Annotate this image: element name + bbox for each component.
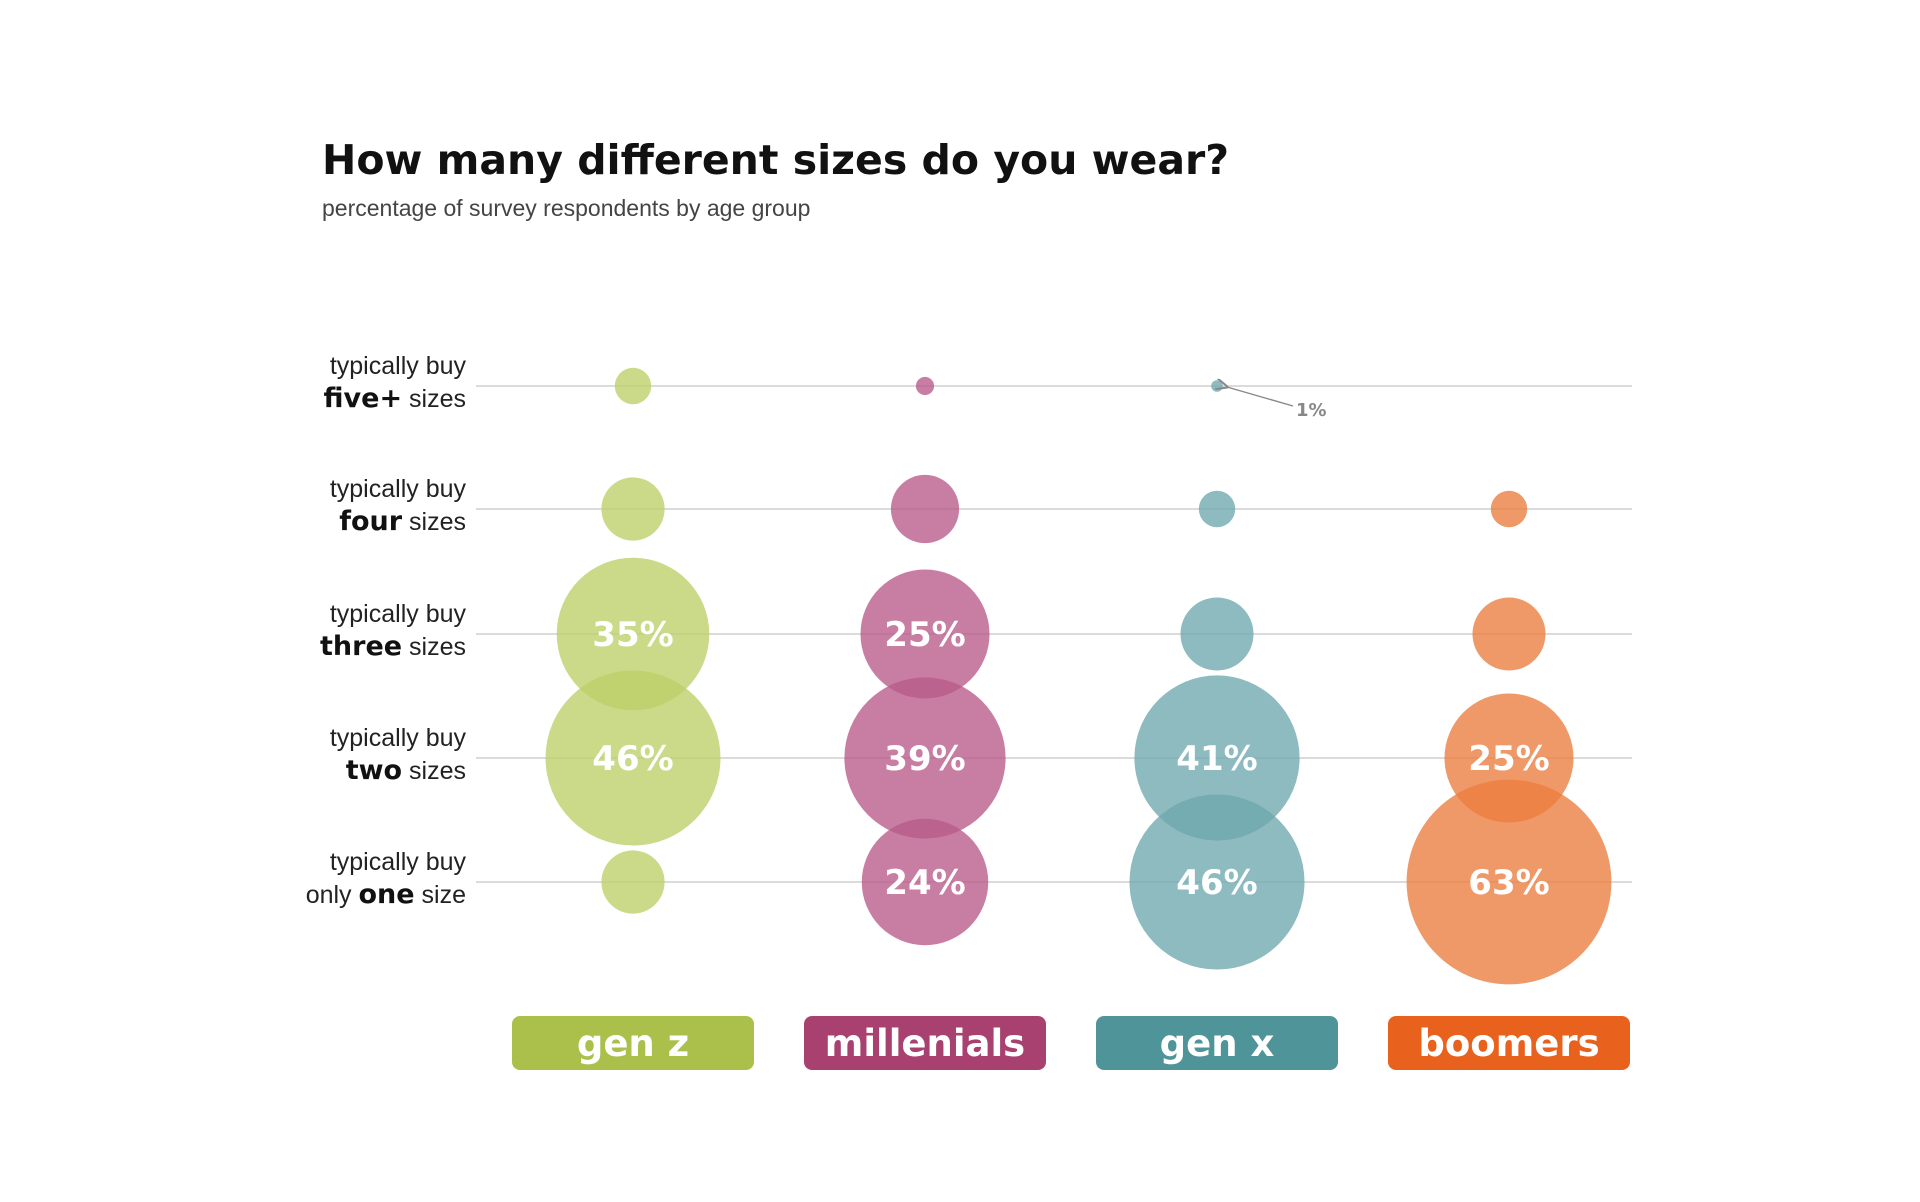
bubble-layer: [545, 367, 1612, 985]
bubble-label-boomers-two: 25%: [1468, 739, 1549, 779]
row-label-line1-four: typically buy: [330, 475, 467, 503]
group-label-boomers: boomers: [1418, 1022, 1599, 1065]
bubble-label-millenials-two: 39%: [884, 739, 965, 779]
chart-title: How many different sizes do you wear?: [322, 136, 1229, 184]
bubble-label-millenials-one: 24%: [884, 863, 965, 903]
bubble-millenials-four: [890, 474, 960, 544]
row-label-line1-one: typically buy: [330, 848, 467, 876]
bubble-gen-x-five: [1211, 380, 1223, 392]
row-label-suffix: sizes: [402, 385, 466, 413]
bubble-gen-z-four: [601, 477, 665, 541]
annotation-arrow: [1227, 387, 1294, 407]
row-label-line2-five: five+ sizes: [324, 383, 466, 414]
row-label-bold: two: [346, 755, 402, 786]
annotation-label: 1%: [1296, 400, 1327, 421]
row-label-bold: three: [320, 631, 402, 662]
bubble-gen-z-two: [545, 670, 721, 846]
bubble-gen-z-three: [556, 557, 710, 711]
bubble-gen-z-five: [614, 367, 652, 405]
row-label-bold: one: [359, 879, 415, 910]
annotation-layer: 1%: [1227, 387, 1327, 421]
group-label-layer: gen z millenials gen x boomers: [512, 1016, 1630, 1070]
row-label-suffix: size: [415, 881, 466, 909]
group-label-millenials: millenials: [825, 1022, 1025, 1065]
row-label-suffix: sizes: [402, 633, 466, 661]
row-label-line1-two: typically buy: [330, 724, 467, 752]
row-label-prefix: only: [306, 881, 359, 909]
bubble-label-gen-z-three: 35%: [592, 615, 673, 655]
bubble-millenials-one: [861, 818, 989, 946]
row-label-line1-five: typically buy: [330, 352, 467, 380]
group-band-boomers: [1388, 1016, 1630, 1070]
bubble-label-millenials-three: 25%: [884, 615, 965, 655]
bubble-gen-x-one: [1129, 794, 1305, 970]
group-band-gen-z: [512, 1016, 754, 1070]
bubble-label-gen-x-two: 41%: [1176, 739, 1257, 779]
bubble-boomers-one: [1406, 779, 1612, 985]
bubble-gen-x-four: [1198, 490, 1236, 528]
group-label-gen-z: gen z: [577, 1022, 689, 1065]
bubble-millenials-five: [915, 376, 935, 396]
row-label-suffix: sizes: [402, 508, 466, 536]
bubble-label-gen-x-one: 46%: [1176, 863, 1257, 903]
bubble-millenials-two: [844, 677, 1006, 839]
row-label-line2-two: two sizes: [346, 755, 466, 786]
row-label-line2-three: three sizes: [320, 631, 466, 662]
bubble-millenials-three: [860, 569, 990, 699]
row-label-line2-one: only one size: [306, 879, 466, 910]
bubble-gen-z-one: [601, 850, 665, 914]
row-label-line1-three: typically buy: [330, 600, 467, 628]
bubble-label-boomers-one: 63%: [1468, 863, 1549, 903]
row-label-suffix: sizes: [402, 757, 466, 785]
row-label-bold: four: [339, 506, 403, 537]
row-label-line2-four: four sizes: [339, 506, 466, 537]
group-label-gen-x: gen x: [1160, 1022, 1275, 1065]
bubble-label-gen-z-two: 46%: [592, 739, 673, 779]
bubble-gen-x-three: [1180, 597, 1254, 671]
bubble-gen-x-two: [1134, 675, 1300, 841]
group-band-millenials: [804, 1016, 1046, 1070]
group-band-gen-x: [1096, 1016, 1338, 1070]
row-label-bold: five+: [324, 383, 403, 414]
bubble-label-layer: 35% 46% 25% 39% 24% 41% 46% 25% 63%: [592, 615, 1549, 903]
bubble-boomers-three: [1472, 597, 1546, 671]
bubble-boomers-four: [1490, 490, 1528, 528]
chart-subtitle: percentage of survey respondents by age …: [322, 195, 810, 221]
